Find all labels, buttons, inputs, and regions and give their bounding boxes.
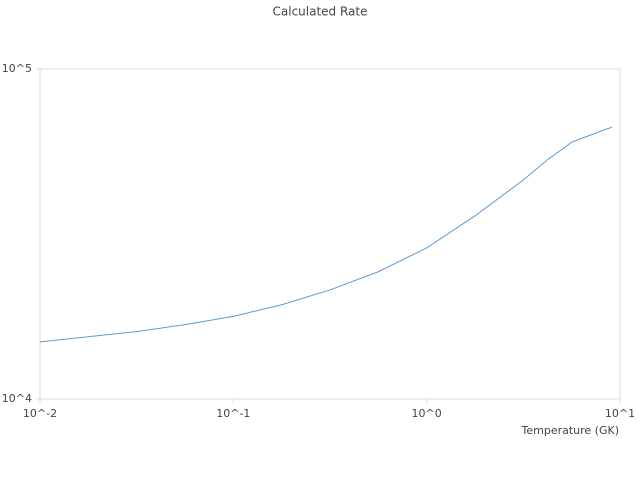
chart-title: Calculated Rate — [273, 5, 368, 19]
x-axis-label: Temperature (GK) — [521, 424, 620, 437]
y-tick-label: 10^5 — [2, 62, 32, 75]
y-tick-label: 10^4 — [2, 392, 32, 405]
x-tick-label: 10^-2 — [23, 407, 57, 420]
x-tick-label: 10^1 — [605, 407, 635, 420]
x-tick-label: 10^0 — [412, 407, 442, 420]
data-line — [39, 126, 613, 343]
plot-frame — [39, 68, 621, 400]
x-tick-label: 10^-1 — [216, 407, 250, 420]
